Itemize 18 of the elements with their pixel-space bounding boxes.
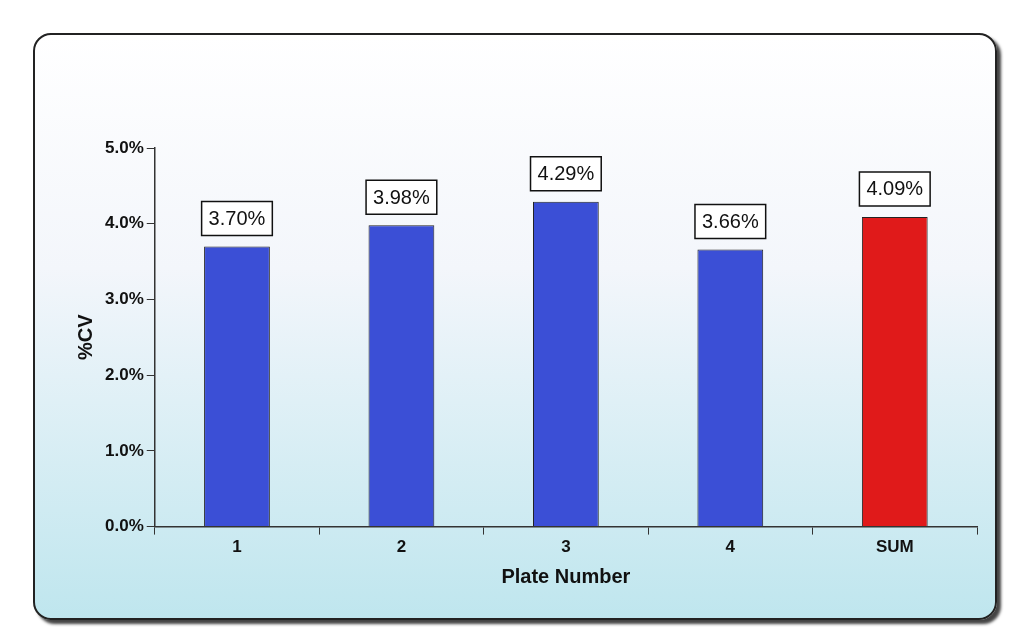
data-label: 3.70% — [208, 206, 266, 229]
x-tick-label: 3 — [561, 537, 571, 557]
y-tick-label: 5.0% — [105, 137, 144, 157]
x-axis-title: Plate Number — [501, 564, 631, 587]
data-label: 3.66% — [701, 209, 759, 232]
y-tick-label: 1.0% — [105, 440, 144, 460]
y-axis-title: %CV — [73, 313, 96, 361]
x-tick-label: 2 — [396, 537, 407, 557]
x-tick-label: 4 — [725, 537, 736, 557]
y-tick-label: 3.0% — [105, 289, 144, 309]
y-tick-label: 0.0% — [105, 516, 144, 536]
y-tick-label: 2.0% — [105, 364, 144, 384]
y-tick-label: 4.0% — [105, 213, 144, 233]
data-label: 4.29% — [537, 162, 595, 185]
data-label: 3.98% — [373, 185, 430, 208]
x-tick-label: SUM — [875, 537, 914, 557]
x-tick-label: 1 — [232, 537, 242, 557]
data-label: 4.09% — [866, 177, 924, 200]
